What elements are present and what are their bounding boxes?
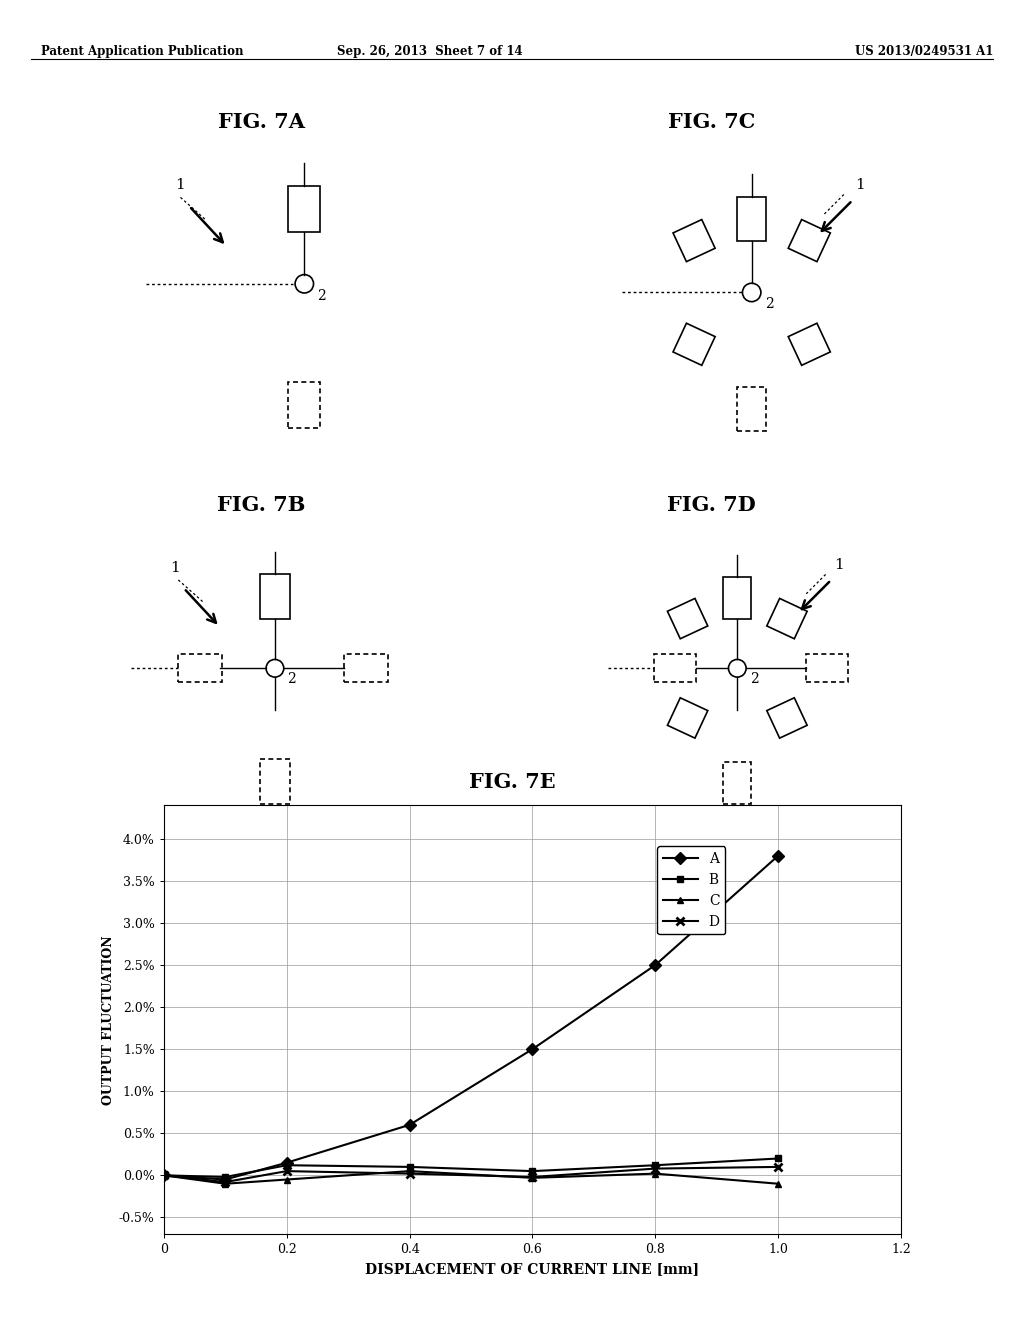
- Line: C: C: [161, 1168, 781, 1187]
- Text: 1: 1: [855, 178, 865, 191]
- C: [158, 1167, 170, 1183]
- Bar: [767, 598, 807, 639]
- Text: 2: 2: [288, 672, 296, 686]
- Bar: [724, 577, 751, 619]
- C: [649, 1166, 662, 1181]
- Bar: [724, 762, 751, 804]
- A: [158, 1167, 170, 1183]
- D: [281, 1163, 293, 1179]
- Bar: [806, 655, 848, 682]
- Text: FIG. 7B: FIG. 7B: [217, 495, 305, 515]
- Text: Patent Application Publication: Patent Application Publication: [41, 45, 244, 58]
- B: [772, 1151, 784, 1167]
- Bar: [767, 698, 807, 738]
- C: [281, 1172, 293, 1188]
- Text: 2: 2: [765, 297, 773, 312]
- Text: FIG. 7E: FIG. 7E: [469, 772, 555, 792]
- Bar: [654, 655, 696, 682]
- C: [219, 1176, 231, 1192]
- X-axis label: DISPLACEMENT OF CURRENT LINE [mm]: DISPLACEMENT OF CURRENT LINE [mm]: [366, 1262, 699, 1276]
- Text: FIG. 7D: FIG. 7D: [668, 495, 756, 515]
- Text: 1: 1: [175, 178, 184, 191]
- Bar: [344, 655, 388, 682]
- Bar: [673, 219, 715, 261]
- B: [403, 1159, 416, 1175]
- A: [281, 1155, 293, 1171]
- Text: 2: 2: [750, 672, 759, 686]
- Line: B: B: [161, 1155, 781, 1180]
- Text: FIG. 7A: FIG. 7A: [218, 112, 304, 132]
- C: [403, 1163, 416, 1179]
- C: [772, 1176, 784, 1192]
- C: [526, 1170, 539, 1185]
- B: [649, 1158, 662, 1173]
- D: [649, 1160, 662, 1176]
- Bar: [260, 759, 290, 804]
- D: [158, 1167, 170, 1183]
- Bar: [788, 323, 830, 366]
- Line: D: D: [160, 1163, 782, 1187]
- A: [219, 1172, 231, 1188]
- D: [403, 1166, 416, 1181]
- Bar: [178, 655, 222, 682]
- Text: US 2013/0249531 A1: US 2013/0249531 A1: [855, 45, 993, 58]
- Text: 1: 1: [170, 561, 180, 574]
- Bar: [737, 198, 766, 240]
- Bar: [673, 323, 715, 366]
- D: [219, 1173, 231, 1189]
- D: [526, 1170, 539, 1185]
- Bar: [668, 598, 708, 639]
- Text: Sep. 26, 2013  Sheet 7 of 14: Sep. 26, 2013 Sheet 7 of 14: [337, 45, 523, 58]
- Line: A: A: [160, 851, 782, 1184]
- Bar: [668, 698, 708, 738]
- A: [649, 957, 662, 973]
- A: [772, 847, 784, 863]
- D: [772, 1159, 784, 1175]
- B: [219, 1170, 231, 1185]
- Text: FIG. 7C: FIG. 7C: [668, 112, 756, 132]
- Bar: [737, 388, 766, 430]
- Bar: [289, 186, 321, 232]
- Y-axis label: OUTPUT FLUCTUATION: OUTPUT FLUCTUATION: [101, 935, 115, 1105]
- A: [403, 1117, 416, 1133]
- Legend: A, B, C, D: A, B, C, D: [657, 846, 725, 935]
- Text: 1: 1: [834, 558, 844, 572]
- B: [158, 1167, 170, 1183]
- Bar: [788, 219, 830, 261]
- Text: 2: 2: [317, 289, 326, 302]
- B: [526, 1163, 539, 1179]
- Bar: [260, 574, 290, 619]
- Bar: [289, 381, 321, 428]
- A: [526, 1041, 539, 1057]
- B: [281, 1158, 293, 1173]
